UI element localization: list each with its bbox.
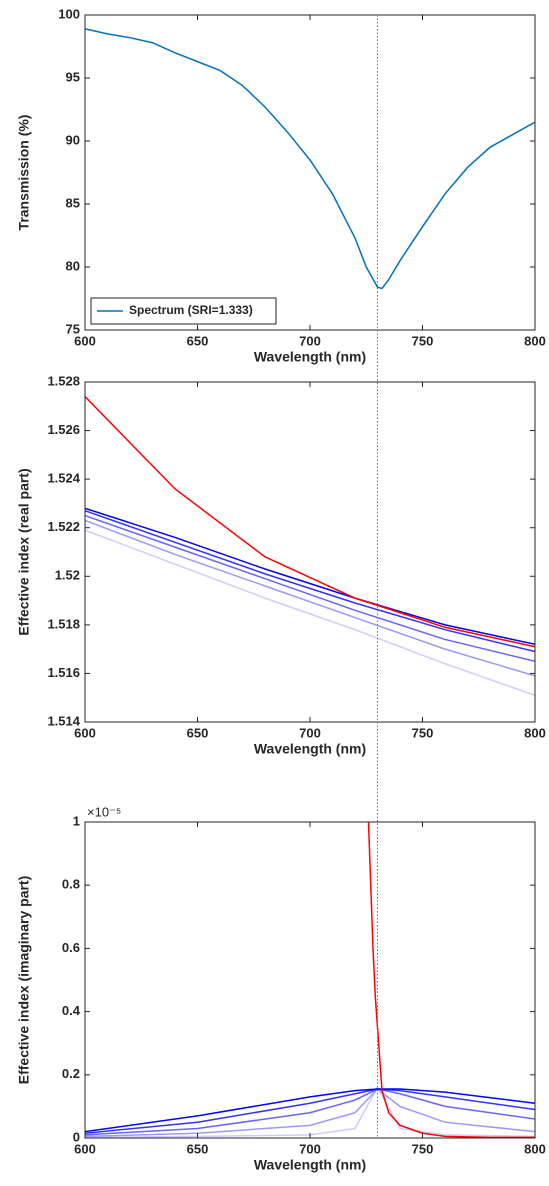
y-tick-label: 80 — [66, 258, 80, 273]
y-tick-label: 0.8 — [62, 877, 80, 892]
y-tick-label: 1 — [73, 813, 80, 828]
x-tick-label: 650 — [187, 725, 209, 740]
y-tick-label: 85 — [66, 195, 80, 210]
y-axis-label: Transmission (%) — [16, 115, 32, 231]
y-tick-label: 0.6 — [62, 940, 80, 955]
y-tick-label: 1.518 — [47, 616, 80, 631]
x-tick-label: 750 — [412, 333, 434, 348]
x-tick-label: 600 — [74, 333, 96, 348]
subplot: 1.514 1.516 1.518 1.52 1.522 1.524 1.526 1.528 6… — [16, 373, 546, 756]
plot-area — [85, 822, 535, 1138]
data-line — [85, 529, 535, 696]
subplot: 75 80 85 90 95 100 600 650 700 750 800 Wavelength (… — [16, 6, 546, 364]
plot-area — [85, 382, 535, 722]
x-tick-label: 700 — [299, 725, 321, 740]
legend-label: Spectrum (SRI=1.333) — [129, 303, 253, 317]
x-tick-label: 800 — [524, 725, 546, 740]
data-line — [85, 28, 535, 290]
data-line — [85, 507, 535, 646]
data-line — [85, 510, 535, 653]
data-line — [367, 822, 535, 1138]
y-tick-label: 90 — [66, 132, 80, 147]
y-tick-label: 1.52 — [55, 568, 80, 583]
y-tick-label: 1.524 — [47, 471, 80, 486]
plot-area — [85, 15, 535, 330]
y-tick-label: 1.514 — [47, 713, 80, 728]
subplot: 0 0.2 0.4 0.6 0.8 1 600 650 700 750 800 Wavelength … — [16, 804, 546, 1172]
x-tick-label: 700 — [299, 333, 321, 348]
y-tick-label: 0.4 — [62, 1003, 81, 1018]
y-axis-label: Effective index (imaginary part) — [16, 876, 32, 1085]
data-line — [85, 1088, 535, 1133]
x-tick-label: 800 — [524, 333, 546, 348]
data-line — [85, 396, 535, 648]
y-tick-label: 100 — [58, 6, 80, 21]
x-axis-label: Wavelength (nm) — [254, 1157, 366, 1173]
y-tick-label: 95 — [66, 69, 80, 84]
x-tick-label: 700 — [299, 1141, 321, 1156]
data-line — [85, 1088, 535, 1136]
x-tick-label: 600 — [74, 725, 96, 740]
data-line — [85, 519, 535, 677]
data-line — [85, 1088, 535, 1138]
x-axis-label: Wavelength (nm) — [254, 349, 366, 365]
y-tick-label: 1.516 — [47, 665, 80, 680]
y-tick-label: 1.528 — [47, 373, 80, 388]
x-tick-label: 650 — [187, 333, 209, 348]
y-exponent: ×10⁻⁵ — [87, 804, 121, 819]
data-line — [85, 1088, 535, 1135]
x-tick-label: 800 — [524, 1141, 546, 1156]
x-tick-label: 750 — [412, 725, 434, 740]
x-tick-label: 650 — [187, 1141, 209, 1156]
y-tick-label: 1.526 — [47, 422, 80, 437]
x-tick-label: 600 — [74, 1141, 96, 1156]
y-tick-label: 1.522 — [47, 519, 80, 534]
y-tick-label: 0 — [73, 1129, 80, 1144]
data-line — [85, 1085, 535, 1138]
y-tick-label: 0.2 — [62, 1066, 80, 1081]
x-axis-label: Wavelength (nm) — [254, 741, 366, 757]
data-line — [85, 514, 535, 663]
y-axis-label: Effective index (real part) — [16, 468, 32, 635]
x-tick-label: 750 — [412, 1141, 434, 1156]
y-tick-label: 75 — [66, 321, 80, 336]
